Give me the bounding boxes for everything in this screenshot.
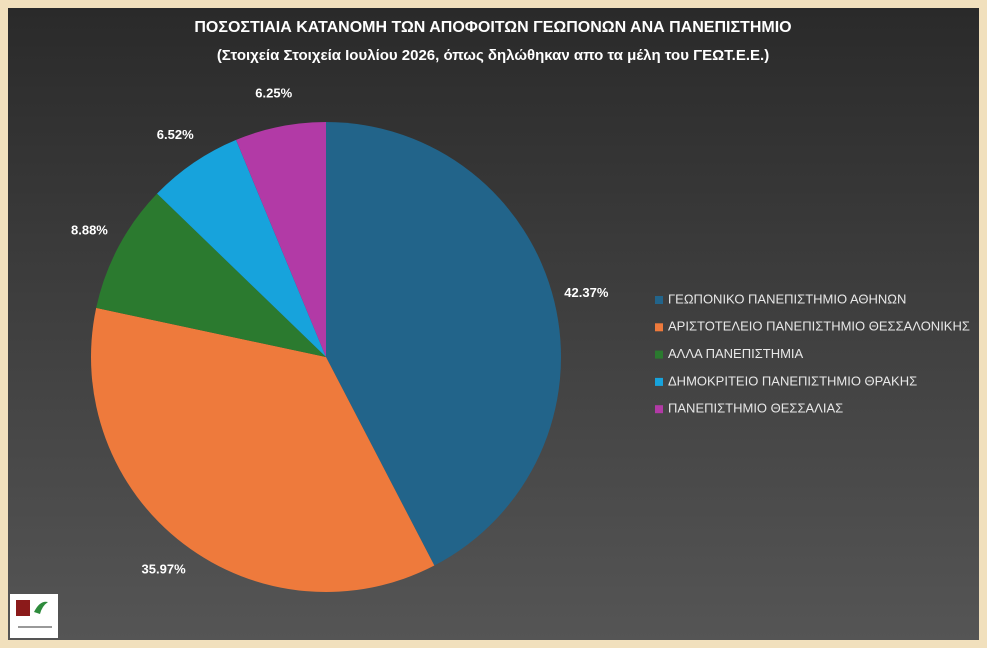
legend-swatch xyxy=(655,350,663,359)
pie-slice xyxy=(157,139,326,357)
data-label: 35.97% xyxy=(142,562,187,577)
pie-slice xyxy=(90,307,435,592)
data-label: 6.25% xyxy=(255,86,292,101)
legend-label: ΔΗΜΟΚΡΙΤΕΙΟ ΠΑΝΕΠΙΣΤΗΜΙΟ ΘΡΑΚΗΣ xyxy=(668,373,917,388)
pie-slice xyxy=(236,122,326,357)
legend-label: ΓΕΩΠΟΝΙΚΟ ΠΑΝΕΠΙΣΤΗΜΙΟ ΑΘΗΝΩΝ xyxy=(668,291,906,306)
legend-label: ΑΛΛΑ ΠΑΝΕΠΙΣΤΗΜΙΑ xyxy=(668,346,804,361)
data-label: 8.88% xyxy=(71,222,108,237)
legend-swatch xyxy=(655,405,663,414)
pie-slice xyxy=(326,122,562,566)
legend-swatch xyxy=(655,377,663,386)
data-label: 6.52% xyxy=(157,127,194,142)
legend-label: ΑΡΙΣΤΟΤΕΛΕΙΟ ΠΑΝΕΠΙΣΤΗΜΙΟ ΘΕΣΣΑΛΟΝΙΚΗΣ xyxy=(668,319,970,334)
pie-slice xyxy=(96,193,326,357)
legend-swatch xyxy=(655,323,663,332)
chart-subtitle: (Στοιχεία Στοιχεία Ιουλίου 2026, όπως δη… xyxy=(217,47,769,64)
legend-label: ΠΑΝΕΠΙΣΤΗΜΙΟ ΘΕΣΣΑΛΙΑΣ xyxy=(668,401,843,416)
logo xyxy=(10,594,58,638)
data-label: 42.37% xyxy=(564,285,609,300)
chart-title: ΠΟΣΟΣΤΙΑΙΑ ΚΑΤΑΝΟΜΗ ΤΩΝ ΑΠΟΦΟΙΤΩΝ ΓΕΩΠΟΝ… xyxy=(194,19,791,36)
legend-swatch xyxy=(655,296,663,304)
